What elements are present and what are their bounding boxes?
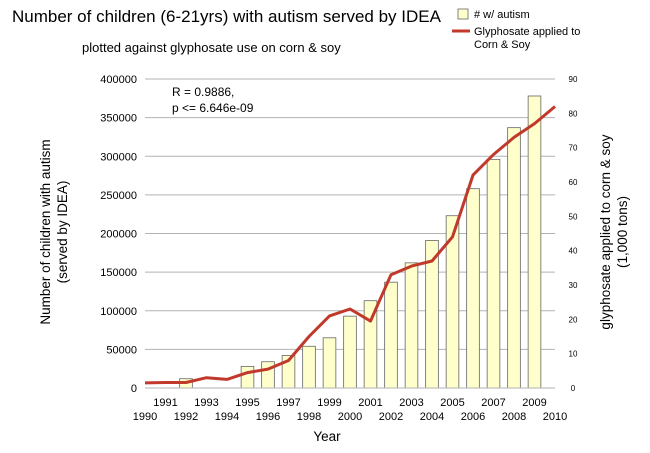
x-tick-bottom-5: 2000 bbox=[338, 411, 362, 423]
y-right-tick-6: 60 bbox=[569, 178, 578, 187]
x-tick-bottom-1: 1992 bbox=[174, 411, 198, 423]
y-right-tick-7: 70 bbox=[569, 144, 578, 153]
bar-2002 bbox=[384, 281, 398, 389]
y-right-tick-4: 40 bbox=[569, 247, 578, 256]
x-tick-bottom-9: 2008 bbox=[502, 411, 526, 423]
y-right-tick-8: 80 bbox=[569, 109, 578, 118]
y-left-tick-5: 250000 bbox=[100, 190, 137, 202]
y-left-tick-4: 200000 bbox=[100, 229, 137, 241]
bar-2006 bbox=[466, 188, 480, 389]
legend-bar-swatch bbox=[457, 8, 469, 20]
bar-1995 bbox=[240, 365, 255, 389]
x-tick-top-6: 2003 bbox=[399, 397, 423, 409]
x-tick-top-4: 1999 bbox=[317, 397, 341, 409]
glyphosate-line bbox=[144, 105, 556, 385]
x-tick-top-5: 2001 bbox=[358, 397, 382, 409]
y-left-tick-3: 150000 bbox=[100, 267, 137, 279]
chart-title: Number of children (6-21yrs) with autism… bbox=[12, 7, 442, 26]
x-tick-bottom-7: 2004 bbox=[420, 411, 444, 423]
tick-labels: 0 50000 100000 150000 200000 250000 300000 3500… bbox=[100, 74, 578, 423]
y-left-tick-8: 400000 bbox=[100, 74, 137, 86]
bar-1999 bbox=[322, 337, 337, 389]
bar-2007 bbox=[486, 158, 501, 389]
y-left-tick-0: 0 bbox=[131, 383, 137, 395]
x-tick-bottom-0: 1990 bbox=[133, 411, 157, 423]
x-tick-bottom-10: 2010 bbox=[543, 411, 567, 423]
chart-subtitle: plotted against glyphosate use on corn &… bbox=[82, 40, 341, 55]
grid-lines bbox=[145, 78, 555, 389]
bar-1998 bbox=[302, 345, 316, 389]
legend-bar-label: # w/ autism bbox=[474, 9, 530, 21]
x-tick-top-0: 1991 bbox=[153, 397, 177, 409]
y-right-tick-2: 20 bbox=[569, 315, 578, 324]
bar-2000 bbox=[343, 315, 357, 389]
y-left-tick-2: 100000 bbox=[100, 306, 137, 318]
y-left-tick-7: 350000 bbox=[100, 113, 137, 125]
legend: # w/ autism Glyphosate applied to Corn &… bbox=[452, 8, 580, 51]
x-tick-top-1: 1993 bbox=[194, 397, 218, 409]
x-tick-top-3: 1997 bbox=[276, 397, 300, 409]
y-left-tick-1: 50000 bbox=[106, 344, 137, 356]
x-tick-bottom-4: 1998 bbox=[297, 411, 321, 423]
legend-line-label-2: Corn & Soy bbox=[474, 39, 531, 51]
x-tick-bottom-6: 2002 bbox=[379, 411, 403, 423]
bar-2009 bbox=[527, 95, 542, 389]
y-left-title-line1: Number of children with autism bbox=[38, 139, 53, 324]
glyphosate-line-group bbox=[144, 105, 556, 385]
x-tick-bottom-2: 1994 bbox=[215, 411, 239, 423]
y-right-title-line2: (1,000 tons) bbox=[615, 196, 630, 268]
y-right-tick-3: 30 bbox=[569, 281, 578, 290]
y-right-title-line1: glyphosate applied to corn & soy bbox=[598, 134, 613, 329]
x-tick-top-2: 1995 bbox=[235, 397, 259, 409]
bar-2008 bbox=[507, 127, 521, 389]
x-tick-top-8: 2007 bbox=[481, 397, 505, 409]
annotation-p: p <= 6.646e-09 bbox=[172, 101, 254, 115]
y-left-tick-6: 300000 bbox=[100, 151, 137, 163]
x-tick-bottom-3: 1996 bbox=[256, 411, 280, 423]
y-right-tick-5: 50 bbox=[569, 212, 578, 221]
x-tick-bottom-8: 2006 bbox=[461, 411, 485, 423]
legend-line-label-1: Glyphosate applied to bbox=[474, 26, 580, 38]
x-axis-title: Year bbox=[313, 429, 341, 444]
autism-bars bbox=[179, 95, 542, 389]
y-right-tick-1: 10 bbox=[569, 350, 578, 359]
y-left-title-line2: (served by IDEA) bbox=[55, 181, 70, 284]
x-tick-top-9: 2009 bbox=[522, 397, 546, 409]
annotation-r: R = 0.9886, bbox=[172, 85, 234, 99]
bar-2003 bbox=[404, 262, 419, 389]
x-tick-top-7: 2005 bbox=[440, 397, 464, 409]
y-right-tick-0: 0 bbox=[571, 384, 576, 393]
y-right-tick-9: 90 bbox=[569, 75, 578, 84]
